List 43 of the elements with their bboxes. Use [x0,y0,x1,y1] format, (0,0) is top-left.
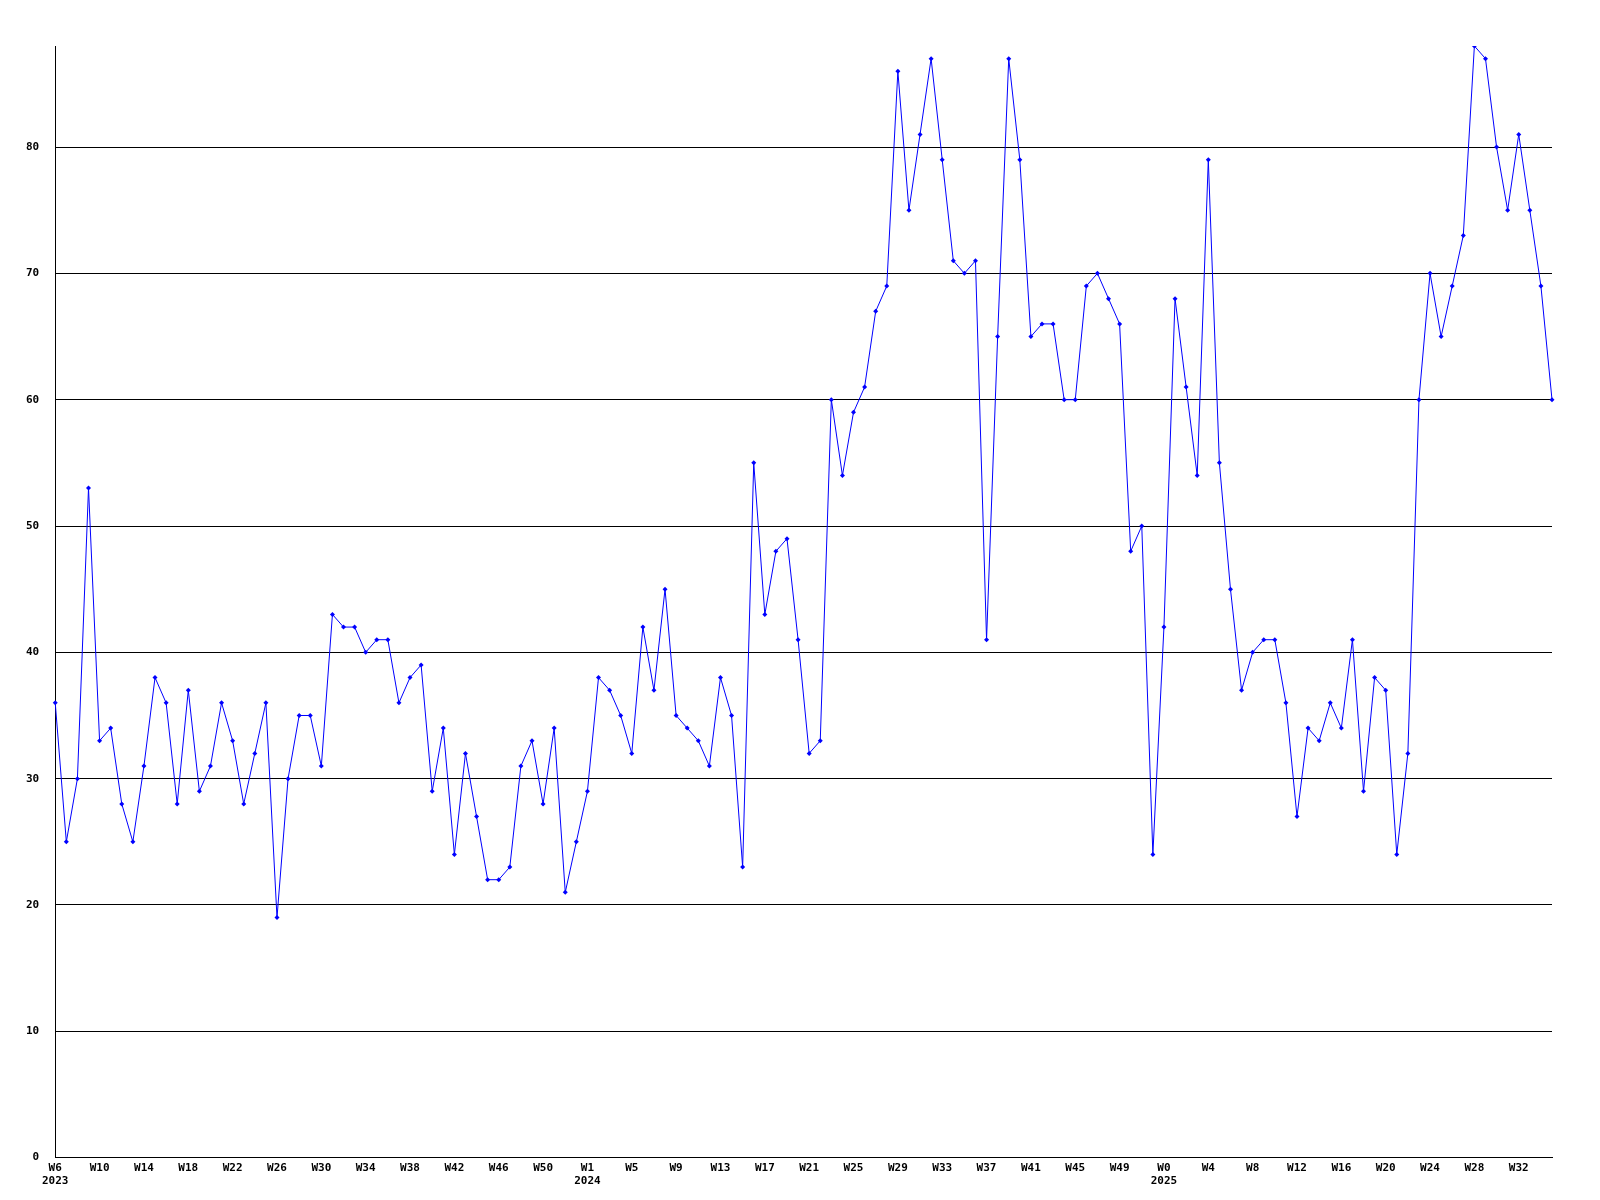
x-tick-label: W10 [89,1161,110,1175]
x-tick-label: W1 2024 [574,1161,602,1188]
x-tick-label: W25 [843,1161,864,1175]
x-tick-label: W6 2023 [42,1161,69,1188]
x-tick-label: W9 [669,1161,683,1175]
y-tick-label: 10 [26,1024,40,1038]
x-tick-label: W29 [887,1161,908,1175]
x-tick-label: W34 [355,1161,376,1175]
x-tick-label: W18 [178,1161,199,1175]
x-tick-label: W26 [267,1161,288,1175]
x-tick-label: W49 [1109,1161,1130,1175]
y-tick-label: 20 [26,897,40,911]
x-tick-label: W41 [1020,1161,1042,1175]
y-tick-label: 30 [26,771,40,785]
x-tick-label: W8 [1246,1161,1260,1175]
x-tick-label: W50 [533,1161,554,1175]
x-tick-label: W38 [400,1161,420,1175]
x-tick-label: W12 [1287,1161,1307,1175]
x-tick-label: W22 [222,1161,243,1175]
x-tick-label: W33 [932,1161,953,1175]
x-tick-label: W5 [625,1161,639,1175]
x-tick-label: W46 [488,1161,510,1175]
x-tick-label: W17 [754,1161,775,1175]
x-tick-label: W0 2025 [1150,1161,1178,1188]
x-tick-label: W13 [710,1161,731,1175]
x-tick-label: W16 [1331,1161,1352,1175]
x-tick-label: W24 [1420,1161,1441,1175]
y-tick-label: 50 [26,518,40,532]
x-tick-label: W14 [134,1161,155,1175]
x-tick-label: W32 [1508,1161,1529,1175]
x-tick-label: W37 [976,1161,997,1175]
x-tick-label: W30 [311,1161,332,1175]
x-tick-label: W20 [1375,1161,1396,1175]
x-tick-label: W21 [799,1161,820,1175]
y-tick-label: 40 [26,645,40,659]
x-tick-label: W45 [1065,1161,1086,1175]
y-tick-label: 60 [26,392,40,406]
y-tick-label: 80 [26,139,40,153]
x-tick-label: W28 [1464,1161,1485,1175]
x-tick-label: W42 [444,1161,465,1175]
y-tick-label: 0 [32,1150,40,1164]
y-tick-label: 70 [26,266,40,280]
x-tick-label: W4 [1201,1161,1216,1175]
